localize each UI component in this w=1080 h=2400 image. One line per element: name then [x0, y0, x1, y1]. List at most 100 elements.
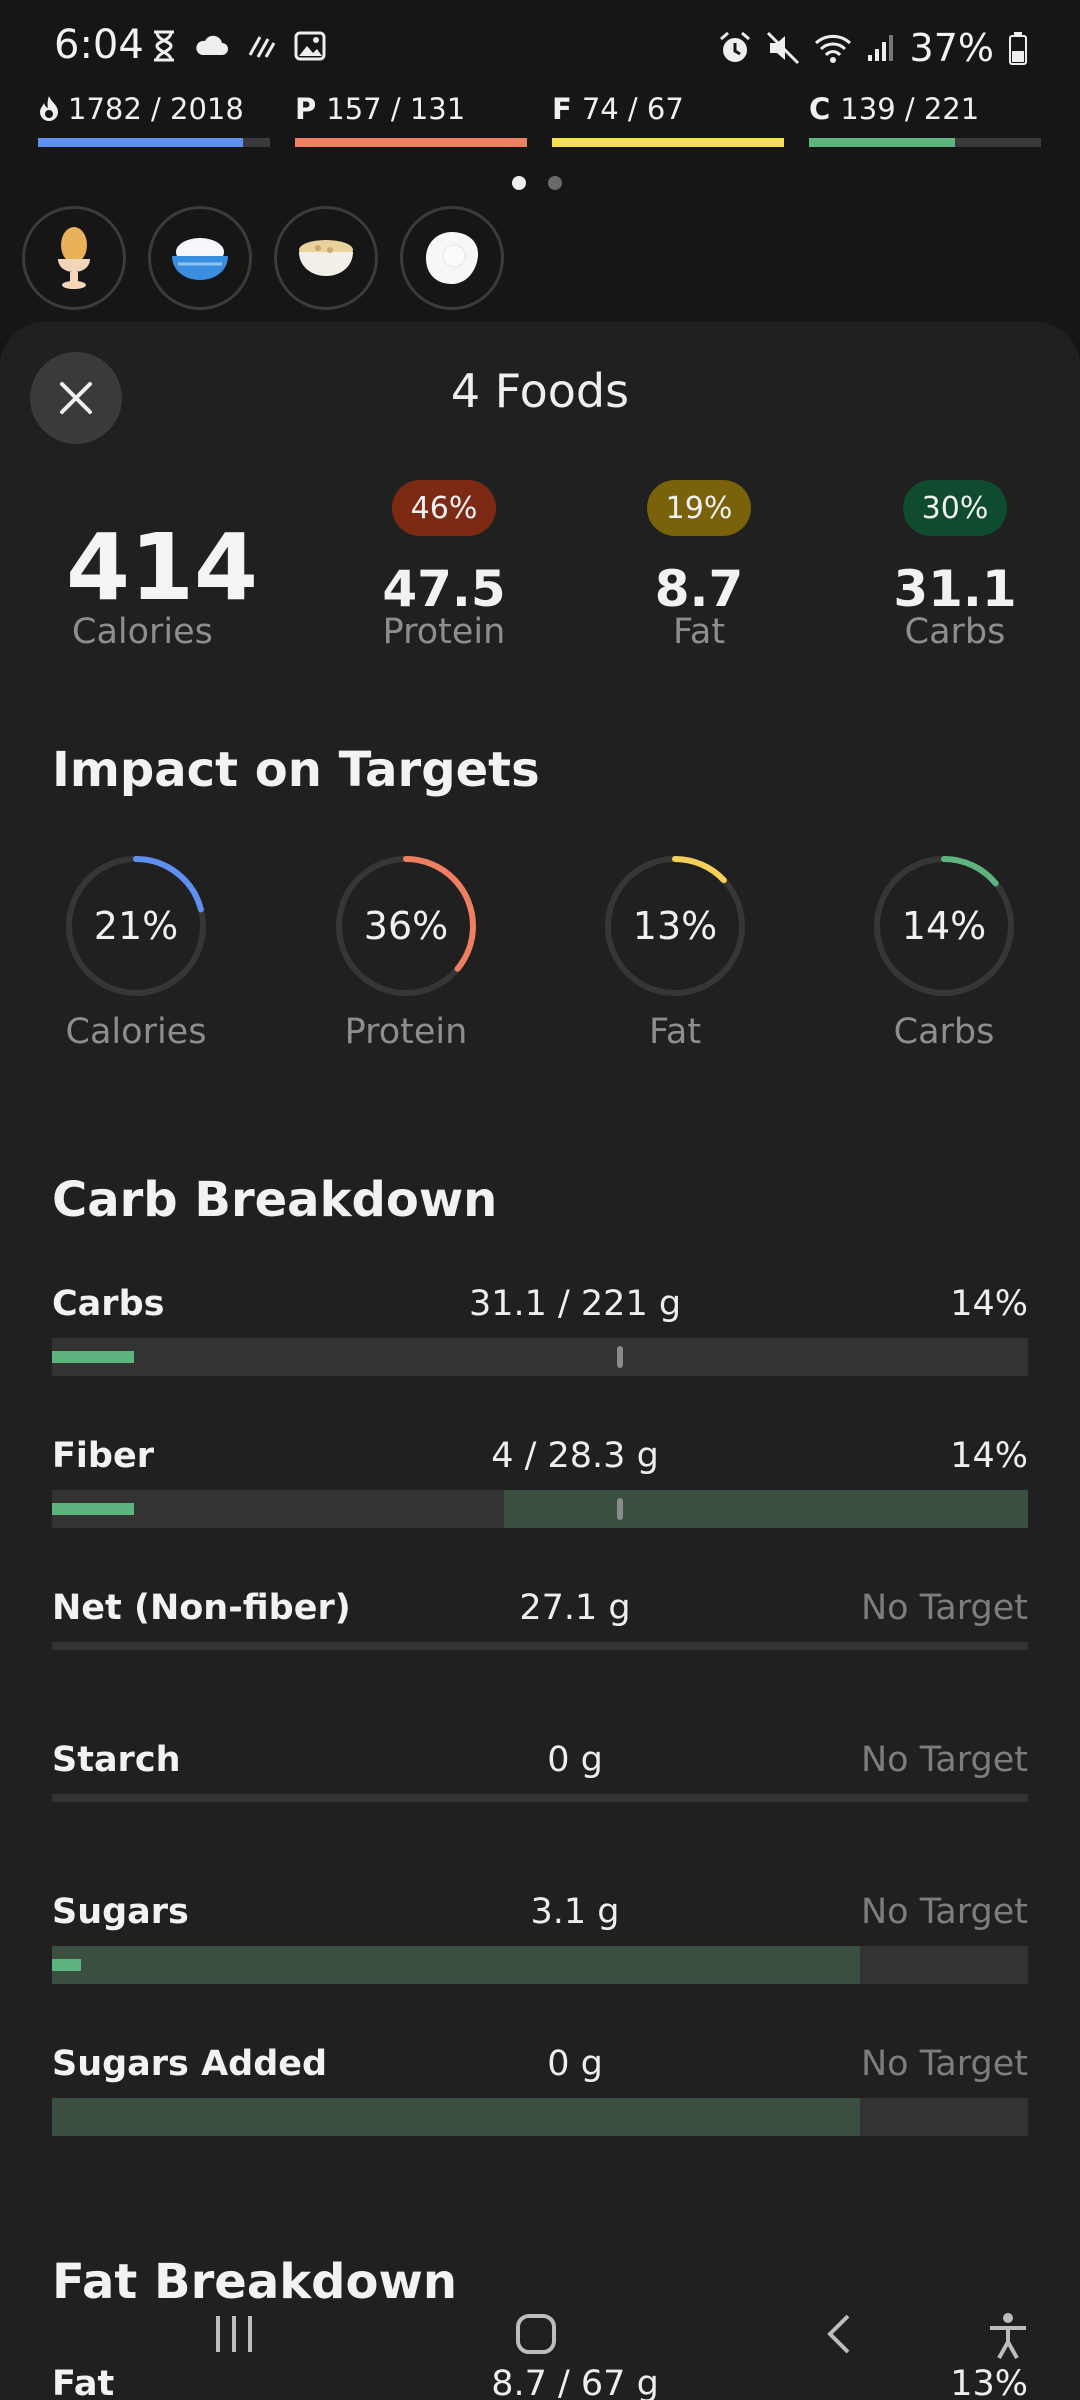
- food-chip-egg[interactable]: [22, 206, 126, 310]
- home-icon[interactable]: [514, 2312, 558, 2356]
- page-indicator[interactable]: [512, 176, 562, 190]
- ring-fat-label: Fat: [648, 1012, 702, 1052]
- food-chip-oatmeal[interactable]: [274, 206, 378, 310]
- net-carbs-row-target: No Target: [860, 1588, 1028, 1628]
- sugars-added-row-name: Sugars Added: [52, 2044, 328, 2084]
- carbs-row-bar: [52, 1338, 1028, 1376]
- carbs-value: 31.1: [893, 560, 1017, 618]
- page-dot-2[interactable]: [548, 176, 562, 190]
- ring-calories-arc: [66, 856, 206, 996]
- carbs-label: Carbs: [904, 612, 1006, 652]
- macro-protein-letter: P: [295, 92, 317, 126]
- ring-carbs-percent: 14%: [901, 904, 987, 948]
- fat-breakdown-title: Fat Breakdown: [52, 2254, 457, 2310]
- macro-carbs-track: [809, 138, 1041, 147]
- macro-carbs-fill: [809, 138, 955, 147]
- macro-totals[interactable]: 1782 / 2018 P 157 / 131 F 74 / 67 C 139 / 2…: [38, 92, 1042, 152]
- sugars-added-row-amount: 0 g: [547, 2044, 603, 2084]
- data-sync-icon: [248, 36, 276, 58]
- wifi-icon: [814, 34, 851, 63]
- ring-fat-percent: 13%: [632, 904, 718, 948]
- ring-calories-label: Calories: [65, 1012, 207, 1052]
- signal-icon: [867, 35, 893, 61]
- system-nav-bar: [0, 2292, 1080, 2382]
- carbs-row-target-marker: [617, 1346, 623, 1368]
- back-icon[interactable]: [818, 2312, 862, 2356]
- food-summary-sheet: 4 Foods 414 Calories 46% 47.5 Protein 19…: [0, 322, 1080, 2400]
- rice-bowl-icon: [172, 238, 228, 280]
- sugars-added-row-target: No Target: [860, 2044, 1028, 2084]
- oatmeal-bowl-icon: [299, 240, 353, 276]
- sugars-row-zone: [52, 1946, 860, 1984]
- carbs-row-name: Carbs: [52, 1284, 165, 1324]
- fiber-row-target-zone: [504, 1490, 1028, 1528]
- ring-calories-percent: 21%: [93, 904, 179, 948]
- page-dot-1[interactable]: [512, 176, 526, 190]
- ring-fat[interactable]: 13%: [601, 852, 749, 1000]
- fiber-row-amount: 4 / 28.3 g: [491, 1436, 659, 1476]
- macro-carbs-letter: C: [809, 92, 831, 126]
- carbs-row-percent: 14%: [950, 1284, 1028, 1324]
- fat-row-percent: 13%: [950, 2364, 1028, 2400]
- net-carbs-row-name: Net (Non-fiber): [52, 1588, 351, 1628]
- carbs-row-amount: 31.1 / 221 g: [468, 1284, 682, 1324]
- ring-carbs[interactable]: 14%: [870, 852, 1018, 1000]
- fat-value: 8.7: [654, 560, 744, 618]
- mute-icon: [766, 31, 799, 65]
- fiber-row-percent: 14%: [950, 1436, 1028, 1476]
- calories-label: Calories: [72, 612, 213, 652]
- egg-cup-icon: [58, 227, 90, 289]
- macro-calories[interactable]: 1782 / 2018: [38, 92, 270, 147]
- food-chip-fried-egg[interactable]: [400, 206, 504, 310]
- macro-calories-text: 1782 / 2018: [68, 92, 244, 126]
- sugars-row-amount: 3.1 g: [530, 1892, 620, 1932]
- macro-protein[interactable]: P 157 / 131: [295, 92, 527, 147]
- fiber-row-name: Fiber: [52, 1436, 154, 1476]
- status-right-icons: 37%: [718, 26, 1028, 70]
- ring-carbs-arc: [874, 856, 1014, 996]
- sugars-added-row-bar: [52, 2098, 1028, 2136]
- macro-protein-text: 157 / 131: [326, 92, 466, 126]
- close-button[interactable]: [30, 352, 122, 444]
- status-bar: 6:04 37%: [0, 0, 1080, 90]
- sugars-row-bar: [52, 1946, 1028, 1984]
- status-left-icons: [152, 30, 326, 62]
- recents-icon[interactable]: [212, 2312, 256, 2356]
- net-carbs-row-amount: 27.1 g: [519, 1588, 631, 1628]
- macro-carbs-text: 139 / 221: [840, 92, 980, 126]
- food-list: [22, 206, 504, 310]
- macro-fat[interactable]: F 74 / 67: [552, 92, 784, 147]
- protein-value: 47.5: [382, 560, 506, 618]
- accessibility-icon[interactable]: [986, 2312, 1030, 2360]
- ring-protein[interactable]: 36%: [332, 852, 480, 1000]
- flame-icon: [40, 96, 58, 121]
- food-chip-rice[interactable]: [148, 206, 252, 310]
- calories-value: 414: [66, 514, 259, 621]
- macro-fat-track: [552, 138, 784, 147]
- alarm-icon: [719, 31, 750, 62]
- fiber-row-target-marker: [617, 1498, 623, 1520]
- ring-calories[interactable]: 21%: [62, 852, 210, 1000]
- sugars-row-target: No Target: [860, 1892, 1028, 1932]
- macro-fat-fill: [552, 138, 784, 147]
- macro-carbs[interactable]: C 139 / 221: [809, 92, 1041, 147]
- sugars-row-progress: [52, 1959, 81, 1971]
- ring-fat-arc: [605, 856, 745, 996]
- fried-egg-icon: [426, 232, 478, 284]
- sugars-added-row-zone: [52, 2098, 860, 2136]
- fat-row-name: Fat: [52, 2364, 115, 2400]
- battery-percent: 37%: [909, 26, 994, 70]
- fat-label: Fat: [672, 612, 726, 652]
- sugars-row-name: Sugars: [52, 1892, 189, 1932]
- fiber-row-bar: [52, 1490, 1028, 1528]
- status-time: 6:04: [54, 22, 144, 68]
- fiber-row-progress: [52, 1503, 134, 1515]
- macro-calories-track: [38, 138, 270, 147]
- hourglass-icon: [154, 30, 174, 62]
- macro-fat-letter: F: [552, 92, 572, 126]
- protein-label: Protein: [382, 612, 506, 652]
- sheet-title: 4 Foods: [450, 364, 630, 418]
- ring-protein-arc: [336, 856, 476, 996]
- net-carbs-row-bar: [52, 1642, 1028, 1650]
- starch-row-target: No Target: [860, 1740, 1028, 1780]
